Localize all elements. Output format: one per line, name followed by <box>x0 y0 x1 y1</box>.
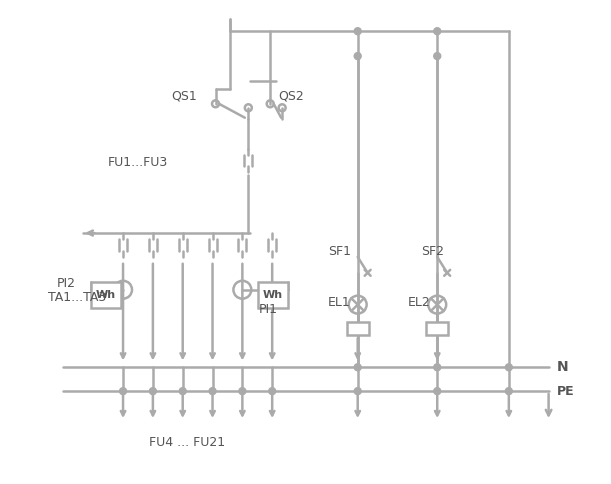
Text: N: N <box>557 360 568 374</box>
Text: QS2: QS2 <box>278 90 304 102</box>
Bar <box>91 282 121 308</box>
Circle shape <box>434 364 441 371</box>
Circle shape <box>354 364 361 371</box>
Circle shape <box>434 388 441 394</box>
Circle shape <box>150 388 156 394</box>
Circle shape <box>269 388 276 394</box>
Text: FU4 ... FU21: FU4 ... FU21 <box>149 437 225 449</box>
Circle shape <box>505 388 512 394</box>
Text: Wh: Wh <box>96 290 116 300</box>
Circle shape <box>354 53 361 60</box>
Circle shape <box>434 28 441 35</box>
Text: Wh: Wh <box>263 290 284 300</box>
Circle shape <box>354 28 361 35</box>
Bar <box>347 321 368 335</box>
Text: QS1: QS1 <box>171 90 197 102</box>
Text: FU1...FU3: FU1...FU3 <box>108 156 168 169</box>
Circle shape <box>209 388 216 394</box>
Circle shape <box>354 388 361 394</box>
Text: PI1: PI1 <box>258 303 277 316</box>
Text: EL1: EL1 <box>328 296 351 309</box>
Bar <box>258 282 288 308</box>
Text: SF2: SF2 <box>422 245 444 258</box>
Circle shape <box>120 388 126 394</box>
Circle shape <box>239 388 246 394</box>
Text: EL2: EL2 <box>408 296 430 309</box>
Text: PI2: PI2 <box>56 277 75 290</box>
Circle shape <box>505 364 512 371</box>
Text: PE: PE <box>557 385 574 398</box>
Text: SF1: SF1 <box>328 245 351 258</box>
Circle shape <box>179 388 186 394</box>
Circle shape <box>434 53 441 60</box>
Text: TA1...TA3: TA1...TA3 <box>48 291 107 304</box>
Bar <box>426 321 448 335</box>
